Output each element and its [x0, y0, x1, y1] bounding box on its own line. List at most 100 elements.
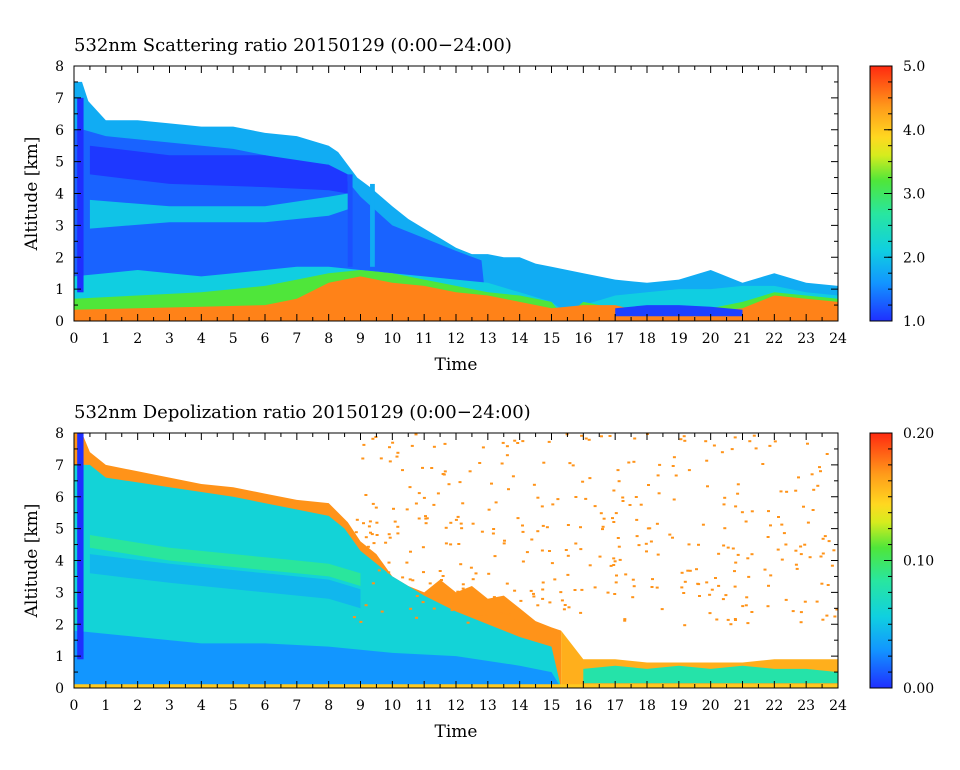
x-tick-label: 22: [765, 698, 783, 714]
heatmap-speckle: [733, 618, 737, 620]
heatmap-speckle: [819, 555, 823, 558]
heatmap-speckle: [628, 504, 632, 506]
heatmap-speckle: [421, 466, 424, 469]
heatmap-speckle: [734, 561, 738, 564]
heatmap-speckle: [754, 447, 758, 450]
heatmap-speckle: [579, 611, 583, 614]
heatmap-speckle: [387, 571, 391, 574]
heatmap-speckle: [432, 503, 436, 506]
colorbar-ticks: 0.00 0.10 0.20: [884, 426, 934, 697]
heatmap-speckle: [395, 455, 399, 458]
heatmap-speckle: [504, 612, 508, 615]
heatmap-speckle: [414, 433, 418, 436]
colorbar-tick-label: 0.00: [903, 681, 934, 697]
y-axis-label: Altitude [km]: [22, 504, 42, 619]
heatmap-speckle: [371, 502, 375, 505]
x-tick-label: 19: [670, 698, 688, 714]
heatmap-speckle: [550, 562, 554, 565]
heatmap-speckle: [580, 588, 584, 591]
heatmap-speckle: [750, 510, 754, 513]
heatmap-speckle: [481, 446, 485, 449]
heatmap-speckle: [503, 539, 506, 542]
y-tick-label: 4: [55, 187, 64, 203]
heatmap-layer: [74, 630, 562, 688]
heatmap-speckle: [682, 592, 686, 594]
heatmap-speckle: [491, 532, 495, 535]
heatmap-speckle: [746, 622, 750, 625]
heatmap-speckle: [432, 607, 436, 610]
heatmap-speckle: [811, 509, 815, 511]
colorbar-tick-label: 3.0: [903, 187, 925, 203]
x-tick-label: 15: [543, 331, 561, 347]
heatmap-speckle: [799, 553, 803, 556]
heatmap-speckle: [761, 463, 765, 465]
heatmap-speckle: [541, 581, 545, 584]
heatmap-speckle: [553, 578, 557, 581]
heatmap-speckle: [714, 577, 717, 579]
heatmap-speckle: [686, 569, 690, 572]
heatmap-speckle: [747, 575, 751, 578]
heatmap-speckle: [608, 435, 612, 437]
heatmap-speckle: [784, 543, 788, 546]
heatmap-speckle: [438, 570, 442, 572]
heatmap-speckle: [637, 544, 641, 547]
y-tick-label: 0: [55, 681, 64, 697]
heatmap-speckle: [611, 517, 614, 520]
x-tick-label: 7: [292, 331, 301, 347]
heatmap-speckle: [401, 469, 404, 472]
heatmap-speckle: [443, 470, 447, 473]
heatmap-speckle: [574, 542, 578, 545]
y-tick-label: 3: [55, 218, 64, 234]
heatmap-speckle: [405, 561, 409, 564]
y-tick-label: 5: [55, 522, 64, 538]
heatmap-speckle: [794, 489, 798, 492]
heatmap-speckle: [708, 593, 712, 596]
heatmap-speckle: [548, 550, 551, 552]
heatmap-speckle: [746, 557, 750, 560]
heatmap-speckle: [502, 542, 506, 545]
heatmap-speckle: [525, 551, 529, 554]
heatmap-speckle: [794, 549, 798, 552]
heatmap-band: [583, 665, 838, 684]
heatmap-speckle: [612, 521, 616, 523]
heatmap-speckle: [424, 522, 428, 525]
heatmap-speckle: [593, 505, 597, 508]
heatmap-speckle: [593, 586, 597, 589]
heatmap-speckle: [471, 578, 475, 581]
heatmap-speckle: [773, 440, 777, 443]
heatmap-speckle: [695, 568, 698, 571]
heatmap-speckle: [633, 437, 637, 440]
heatmap-speckle: [508, 613, 512, 616]
heatmap-speckle: [748, 440, 752, 443]
heatmap-speckle: [490, 482, 493, 485]
heatmap-speckle: [624, 573, 628, 576]
heatmap-speckle: [808, 556, 812, 559]
heatmap-speckle: [785, 490, 789, 493]
x-tick-label: 0: [70, 331, 79, 347]
x-axis-label: Time: [435, 355, 478, 375]
heatmap-speckle: [547, 440, 551, 443]
colorbar-tick-label: 0.10: [903, 554, 934, 570]
heatmap-speckle: [601, 528, 604, 531]
x-tick-label: 10: [383, 698, 401, 714]
heatmap-speckle: [777, 516, 780, 518]
x-tick-label: 5: [229, 698, 238, 714]
heatmap-speckle: [724, 594, 728, 597]
heatmap-speckle: [612, 557, 616, 560]
heatmap-speckle: [795, 567, 799, 570]
heatmap-speckle: [459, 563, 463, 566]
heatmap-speckle: [410, 444, 414, 447]
heatmap-speckle: [621, 500, 625, 502]
heatmap-speckle: [744, 604, 748, 607]
heatmap-speckle: [618, 558, 622, 561]
heatmap-speckle: [519, 599, 523, 602]
heatmap-speckle: [672, 456, 676, 459]
heatmap-speckle: [812, 488, 816, 491]
heatmap-speckle: [513, 589, 517, 592]
heatmap-speckle: [568, 462, 572, 465]
heatmap-speckle: [708, 612, 712, 615]
heatmap-speckle: [444, 526, 448, 529]
heatmap-speckle: [505, 445, 509, 448]
heatmap-speckle: [461, 583, 465, 586]
heatmap-speckle: [536, 530, 540, 533]
